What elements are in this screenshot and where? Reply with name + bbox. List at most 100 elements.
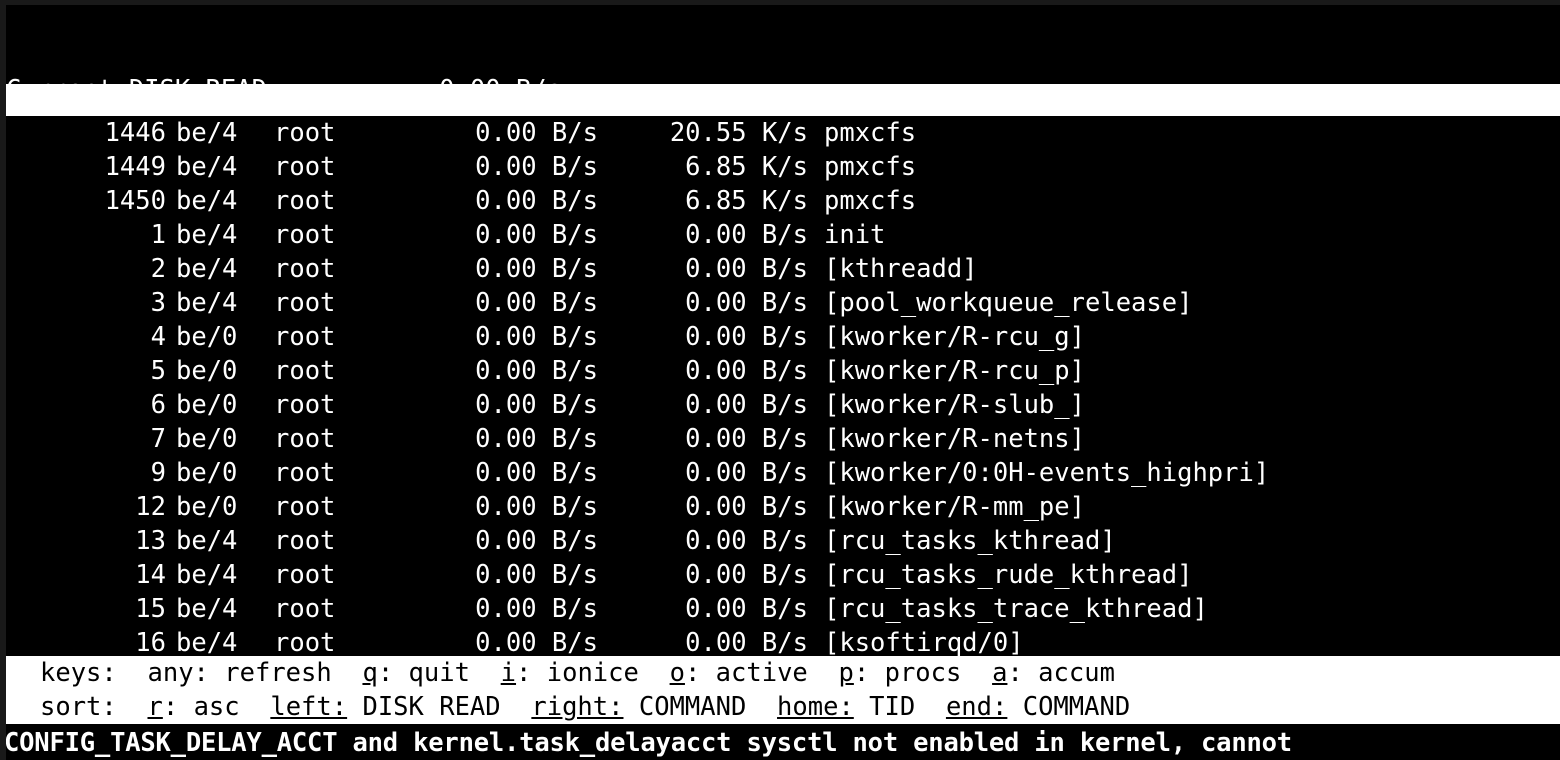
key-binding-refresh[interactable]: any: refresh [147, 658, 332, 688]
sort-shortcut[interactable]: end: [945, 692, 1008, 722]
cell-disk-read: 0.00 B/s [475, 220, 598, 250]
cell-disk-read: 0.00 B/s [475, 594, 598, 624]
key-binding-active[interactable]: o: active [669, 658, 808, 688]
cell-prio: be/4 [176, 118, 238, 148]
cell-disk-write: 6.85 K/s [685, 152, 808, 182]
key-shortcut[interactable]: o [669, 658, 685, 688]
key-shortcut[interactable]: any [147, 658, 194, 688]
table-row[interactable]: 12 be/0 root 0.00 B/s 0.00 B/s [kworker/R-mm_… [6, 490, 1560, 524]
cell-user: root [274, 628, 336, 658]
cell-user: root [274, 254, 336, 284]
cell-tid: 13 [135, 526, 166, 556]
key-shortcut[interactable]: p [838, 658, 854, 688]
sort-binding-left[interactable]: left: DISK READ [270, 692, 500, 722]
cell-disk-read: 0.00 B/s [475, 118, 598, 148]
key-action: quit [408, 658, 470, 688]
table-row[interactable]: 1450 be/4 root 0.00 B/s 6.85 K/s pmxcfs [6, 184, 1560, 218]
cell-prio: be/4 [176, 560, 238, 590]
sort-shortcut[interactable]: home: [777, 692, 854, 722]
cell-tid: 7 [150, 424, 166, 454]
table-row[interactable]: 6 be/0 root 0.00 B/s 0.00 B/s [kworker/R-slub… [6, 388, 1560, 422]
table-row[interactable]: 1449 be/4 root 0.00 B/s 6.85 K/s pmxcfs [6, 150, 1560, 184]
sort-binding-end[interactable]: end: COMMAND [946, 692, 1130, 722]
cell-disk-read: 0.00 B/s [475, 288, 598, 318]
cell-disk-write: 0.00 B/s [685, 288, 808, 318]
key-shortcut[interactable]: a [992, 658, 1008, 688]
cell-disk-read: 0.00 B/s [475, 526, 598, 556]
key-binding-ionice[interactable]: i: ionice [500, 658, 639, 688]
table-row[interactable]: 1446 be/4 root 0.00 B/s 20.55 K/s pmxcfs [6, 116, 1560, 150]
footer-sort-row[interactable]: sort: r: asc left: DISK READ right: COMM… [6, 690, 1560, 724]
cell-command: [rcu_tasks_kthread] [824, 526, 1116, 556]
cell-disk-read: 0.00 B/s [475, 492, 598, 522]
cell-disk-read: 0.00 B/s [475, 322, 598, 352]
footer-keys-row[interactable]: keys: any: refresh q: quit i: ionice o: … [6, 656, 1560, 690]
key-binding-quit[interactable]: q: quit [362, 658, 470, 688]
cell-disk-read: 0.00 B/s [475, 356, 598, 386]
cell-command: [kworker/R-netns] [824, 424, 1085, 454]
cell-prio: be/0 [176, 492, 238, 522]
cell-tid: 1446 [104, 118, 166, 148]
cell-command: [ksoftirqd/0] [824, 628, 1024, 658]
cell-disk-write: 0.00 B/s [685, 492, 808, 522]
cell-disk-read: 0.00 B/s [475, 424, 598, 454]
key-action: active [715, 658, 808, 688]
cell-disk-read: 0.00 B/s [475, 254, 598, 284]
cell-user: root [274, 356, 336, 386]
table-row[interactable]: 14 be/4 root 0.00 B/s 0.00 B/s [rcu_tasks_rud… [6, 558, 1560, 592]
sort-binding-right[interactable]: right: COMMAND [531, 692, 746, 722]
cell-tid: 12 [135, 492, 166, 522]
cell-command: [pool_workqueue_release] [824, 288, 1193, 318]
cell-disk-write: 0.00 B/s [685, 220, 808, 250]
key-shortcut[interactable]: i [500, 658, 517, 688]
sort-action: TID [869, 692, 916, 722]
sort-action: DISK READ [362, 692, 501, 722]
cell-user: root [274, 458, 336, 488]
cell-command: [kworker/0:0H-events_highpri] [824, 458, 1270, 488]
sort-binding-r[interactable]: r: asc [147, 692, 240, 722]
cell-user: root [274, 492, 336, 522]
cell-command: [kworker/R-slub_] [824, 390, 1085, 420]
cell-user: root [274, 424, 336, 454]
sort-action: COMMAND [1022, 692, 1131, 722]
sort-shortcut[interactable]: r [147, 692, 163, 722]
table-row[interactable]: 16 be/4 root 0.00 B/s 0.00 B/s [ksoftirqd/0] [6, 626, 1560, 660]
table-row[interactable]: 1 be/4 root 0.00 B/s 0.00 B/s init [6, 218, 1560, 252]
table-row[interactable]: 2 be/4 root 0.00 B/s 0.00 B/s [kthreadd] [6, 252, 1560, 286]
table-column-header[interactable]: TID PRIO USER DISK READ DISK WRITE> COMM… [6, 84, 1560, 307]
cell-disk-write: 0.00 B/s [685, 526, 808, 556]
cell-prio: be/0 [176, 424, 238, 454]
cell-prio: be/0 [176, 322, 238, 352]
cell-prio: be/4 [176, 220, 238, 250]
keys-label: keys: [40, 658, 117, 688]
table-row[interactable]: 13 be/4 root 0.00 B/s 0.00 B/s [rcu_tasks_kth… [6, 524, 1560, 558]
key-binding-accum[interactable]: a: accum [992, 658, 1115, 688]
table-row[interactable]: 15 be/4 root 0.00 B/s 0.00 B/s [rcu_tasks_tra… [6, 592, 1560, 626]
table-row[interactable]: 9 be/0 root 0.00 B/s 0.00 B/s [kworker/0:0H-e… [6, 456, 1560, 490]
sort-shortcut[interactable]: right: [531, 692, 624, 722]
cell-disk-write: 0.00 B/s [685, 458, 808, 488]
sort-binding-home[interactable]: home: TID [777, 692, 915, 722]
terminal-screen[interactable]: Total DISK READ: 0.00 B/s | Total DISK W… [6, 5, 1560, 760]
table-row[interactable]: 5 be/0 root 0.00 B/s 0.00 B/s [kworker/R-rcu_… [6, 354, 1560, 388]
cell-tid: 15 [135, 594, 166, 624]
table-row[interactable]: 3 be/4 root 0.00 B/s 0.00 B/s [pool_workqueue… [6, 286, 1560, 320]
cell-prio: be/0 [176, 458, 238, 488]
table-row[interactable]: 4 be/0 root 0.00 B/s 0.00 B/s [kworker/R-rcu_… [6, 320, 1560, 354]
sort-action: COMMAND [638, 692, 747, 722]
table-row[interactable]: 7 be/0 root 0.00 B/s 0.00 B/s [kworker/R-netn… [6, 422, 1560, 456]
key-binding-procs[interactable]: p: procs [838, 658, 962, 688]
cell-command: [rcu_tasks_trace_kthread] [824, 594, 1208, 624]
cell-prio: be/4 [176, 288, 238, 318]
sort-shortcut[interactable]: left: [270, 692, 348, 722]
cell-tid: 3 [150, 288, 166, 318]
cell-user: root [274, 118, 336, 148]
key-action: ionice [546, 658, 639, 688]
cell-command: pmxcfs [824, 152, 917, 182]
cell-prio: be/4 [176, 152, 238, 182]
cell-command: [kthreadd] [824, 254, 978, 284]
key-shortcut[interactable]: q [362, 658, 378, 688]
cell-disk-write: 0.00 B/s [685, 356, 808, 386]
cell-tid: 9 [150, 458, 166, 488]
